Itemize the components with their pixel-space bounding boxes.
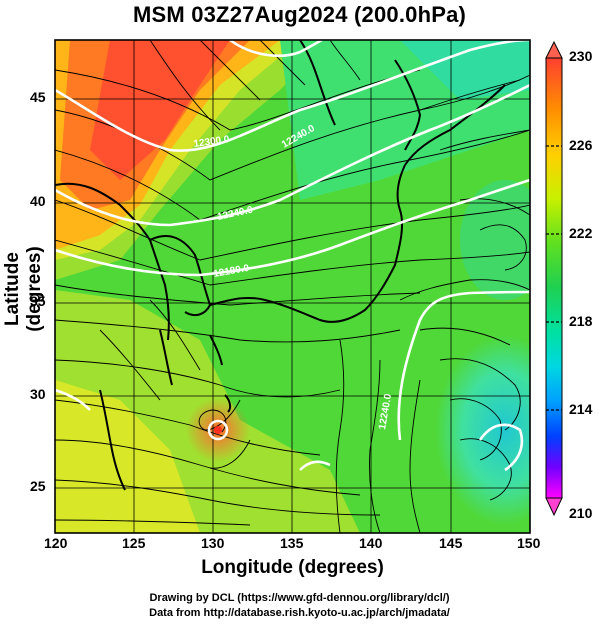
y-axis-label: Latitude (degrees): [2, 246, 45, 332]
lon-tick-label: 120: [44, 535, 68, 551]
x-axis-label: Longitude (degrees): [201, 557, 384, 578]
height-contours: [55, 40, 530, 472]
lat-tick-label: 30: [30, 386, 46, 402]
lon-tick-label: 150: [517, 535, 541, 551]
colorbar-label: 210: [569, 505, 593, 521]
lon-tick-label: 145: [439, 535, 463, 551]
coastlines: [55, 40, 506, 491]
lat-tick-label: 45: [30, 89, 46, 105]
typhoon-eye: [207, 419, 229, 441]
colorbar-label: 222: [569, 225, 593, 241]
lon-tick-label: 130: [201, 535, 225, 551]
temperature-shading: [55, 40, 530, 533]
colorbar-label: 218: [569, 313, 593, 329]
plot-frame: [54, 39, 531, 534]
lat-tick-label: 35: [30, 293, 46, 309]
colorbar-label: 226: [569, 137, 593, 153]
lon-tick-label: 140: [359, 535, 383, 551]
colorbar-label: 230: [569, 48, 593, 64]
grid-lines: [55, 40, 530, 533]
lat-tick-label: 40: [30, 193, 46, 209]
credit-data-source: Data from http://database.rish.kyoto-u.a…: [149, 607, 450, 619]
colorbar: [545, 40, 563, 517]
wind-streamlines: [55, 40, 530, 533]
contour-label: 12300.0: [193, 134, 231, 150]
chart-title: MSM 03Z27Aug2024 (200.0hPa): [132, 2, 467, 27]
credit-drawing: Drawing by DCL (https://www.gfd-dennou.o…: [149, 592, 450, 604]
colorbar-ticks: [546, 145, 562, 411]
lat-tick-label: 25: [30, 478, 46, 494]
colorbar-label: 214: [569, 401, 593, 417]
lon-tick-label: 125: [122, 535, 146, 551]
lon-tick-label: 135: [280, 535, 304, 551]
